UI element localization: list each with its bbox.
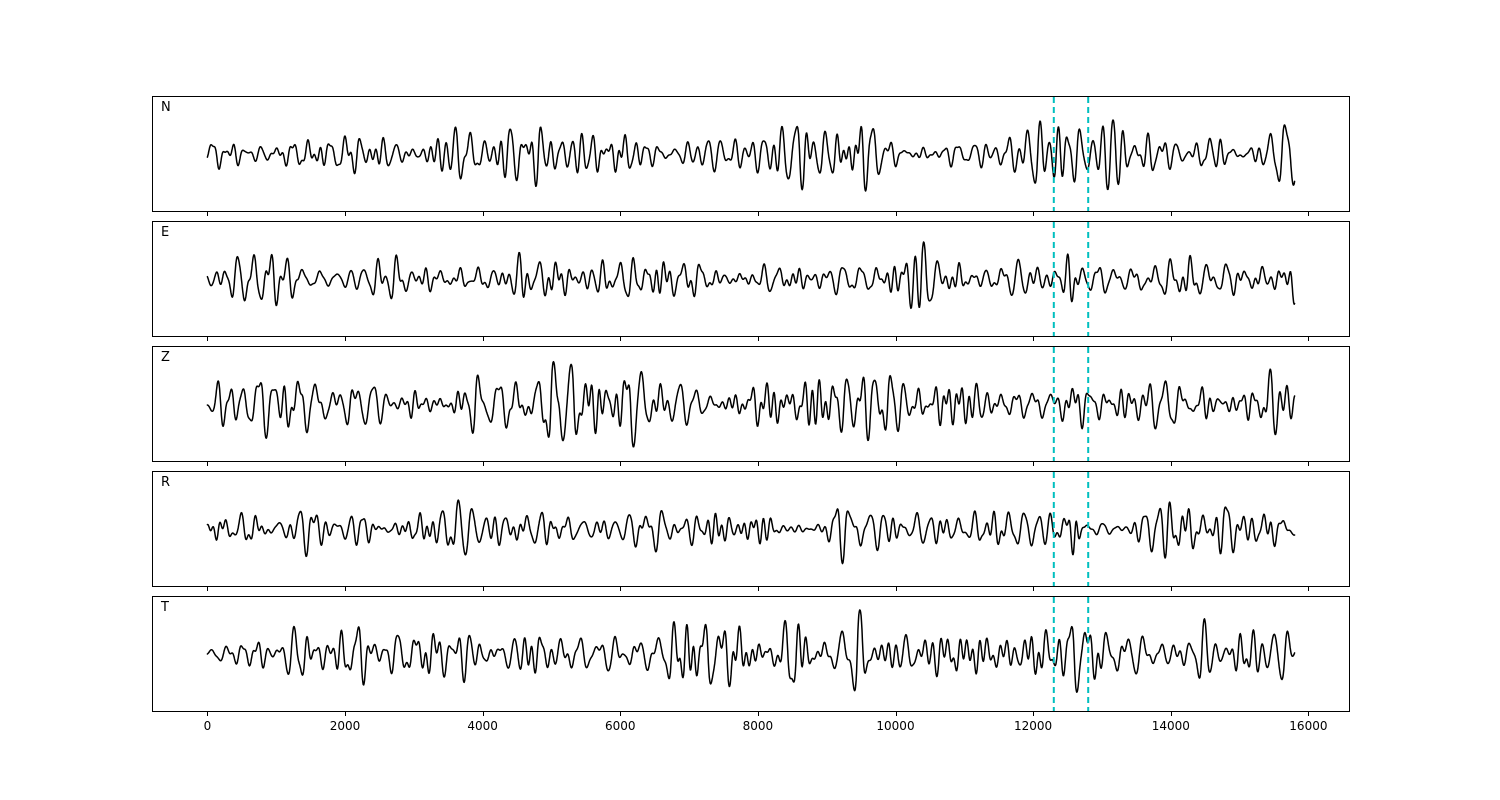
waveform-trace: [206, 499, 1296, 565]
waveform-trace: [206, 241, 1296, 310]
x-tick-label: 6000: [605, 719, 636, 733]
x-tick-label: 2000: [329, 719, 361, 733]
x-tick: [1033, 212, 1035, 216]
x-tick: [1308, 337, 1310, 341]
x-tick-label: 4000: [467, 719, 498, 733]
x-tick: [895, 462, 897, 466]
x-tick: [1308, 587, 1310, 591]
waveform-panel-n: N: [152, 96, 1350, 212]
x-tick: [1308, 712, 1310, 716]
x-tick: [345, 337, 346, 341]
x-tick: [207, 212, 209, 216]
x-tick-label: 12000: [1014, 719, 1053, 733]
panel-label: E: [161, 225, 170, 240]
waveform-plot: [206, 347, 1296, 461]
x-tick: [345, 462, 346, 466]
x-tick: [1033, 462, 1035, 466]
waveform-plot: [206, 472, 1296, 586]
x-tick: [1033, 587, 1035, 591]
waveform-trace: [206, 119, 1296, 192]
x-tick: [207, 462, 209, 466]
x-tick: [620, 712, 622, 716]
x-tick: [620, 337, 622, 341]
waveform-panel-r: R: [152, 471, 1350, 587]
x-tick: [345, 212, 346, 216]
waveform-plot: [206, 597, 1296, 711]
x-tick: [207, 712, 209, 716]
x-tick: [757, 337, 759, 341]
x-tick: [1170, 337, 1172, 341]
x-tick: [345, 587, 346, 591]
x-tick: [895, 587, 897, 591]
x-tick: [895, 212, 897, 216]
x-tick: [207, 587, 209, 591]
x-tick-label: 10000: [876, 719, 915, 733]
x-tick: [895, 712, 897, 716]
x-tick: [1308, 212, 1310, 216]
panel-label: T: [161, 600, 169, 615]
x-tick: [482, 462, 484, 466]
x-tick: [757, 712, 759, 716]
waveform-trace: [206, 609, 1296, 693]
x-tick: [207, 337, 209, 341]
x-tick-label: 16000: [1289, 719, 1328, 733]
x-tick: [482, 712, 484, 716]
x-tick: [1033, 712, 1035, 716]
panel-label: N: [161, 100, 171, 115]
waveform-plot: [206, 97, 1296, 211]
x-tick: [345, 712, 346, 716]
panel-label: R: [161, 475, 171, 490]
x-tick: [1170, 462, 1172, 466]
x-tick: [1308, 462, 1310, 466]
waveform-panel-e: E: [152, 221, 1350, 337]
waveform-plot: [206, 222, 1296, 336]
x-tick-label: 8000: [742, 719, 774, 733]
x-tick: [620, 462, 622, 466]
x-tick: [757, 462, 759, 466]
x-tick: [482, 587, 484, 591]
x-tick: [620, 587, 622, 591]
x-tick-label: 14000: [1151, 719, 1190, 733]
waveform-panel-z: Z: [152, 346, 1350, 462]
x-tick-label: 0: [203, 719, 212, 733]
x-tick: [757, 587, 759, 591]
waveform-trace: [206, 360, 1296, 448]
waveform-panel-t: T: [152, 596, 1350, 712]
x-tick: [620, 212, 622, 216]
x-tick: [895, 337, 897, 341]
panel-label: Z: [161, 350, 170, 365]
x-tick: [1170, 212, 1172, 216]
x-tick: [482, 337, 484, 341]
x-tick: [1033, 337, 1035, 341]
x-tick: [1170, 587, 1172, 591]
x-tick: [757, 212, 759, 216]
x-tick: [1170, 712, 1172, 716]
x-tick: [482, 212, 484, 216]
